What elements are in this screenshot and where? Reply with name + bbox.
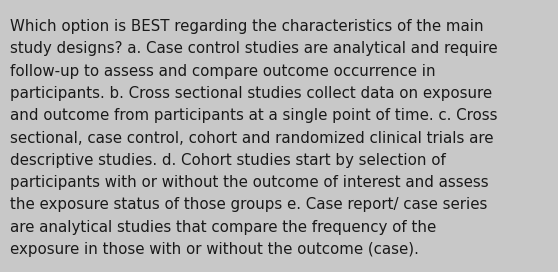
Text: Which option is BEST regarding the characteristics of the main: Which option is BEST regarding the chara… <box>10 19 484 34</box>
Text: participants. b. Cross sectional studies collect data on exposure: participants. b. Cross sectional studies… <box>10 86 492 101</box>
Text: participants with or without the outcome of interest and assess: participants with or without the outcome… <box>10 175 489 190</box>
Text: descriptive studies. d. Cohort studies start by selection of: descriptive studies. d. Cohort studies s… <box>10 153 446 168</box>
Text: exposure in those with or without the outcome (case).: exposure in those with or without the ou… <box>10 242 419 257</box>
Text: the exposure status of those groups e. Case report/ case series: the exposure status of those groups e. C… <box>10 197 488 212</box>
Text: study designs? a. Case control studies are analytical and require: study designs? a. Case control studies a… <box>10 41 498 56</box>
Text: follow-up to assess and compare outcome occurrence in: follow-up to assess and compare outcome … <box>10 64 436 79</box>
Text: are analytical studies that compare the frequency of the: are analytical studies that compare the … <box>10 220 436 235</box>
Text: sectional, case control, cohort and randomized clinical trials are: sectional, case control, cohort and rand… <box>10 131 493 146</box>
Text: and outcome from participants at a single point of time. c. Cross: and outcome from participants at a singl… <box>10 108 498 123</box>
